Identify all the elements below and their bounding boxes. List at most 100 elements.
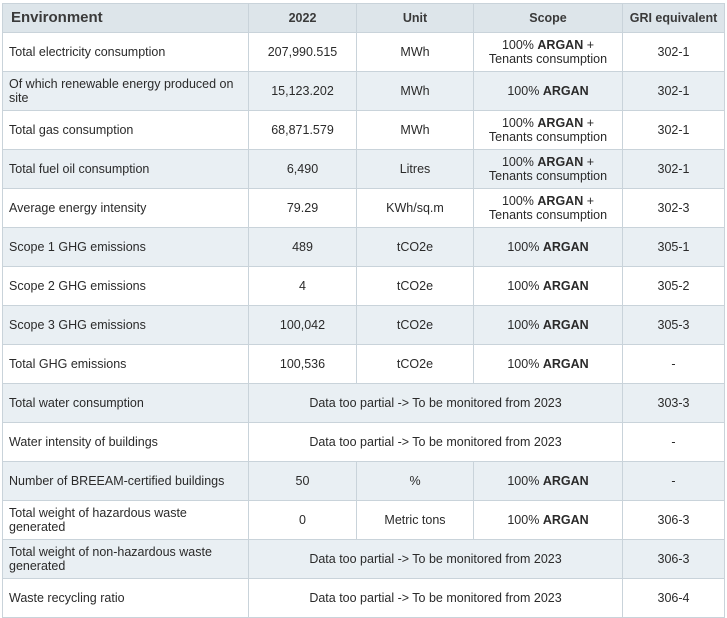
row-merged-note: Data too partial -> To be monitored from… [248, 422, 623, 462]
scope-plus: + [586, 38, 595, 52]
row-gri: 305-2 [622, 266, 725, 306]
scope-percent: 100% [501, 116, 534, 130]
row-value: 4 [248, 266, 357, 306]
scope-brand: ARGAN [542, 357, 589, 371]
table-row: Scope 3 GHG emissions 100,042 tCO2e 100% AR… [2, 305, 725, 345]
header-year: 2022 [248, 3, 357, 33]
scope-plus: + [586, 116, 595, 130]
table-row: Average energy intensity 79.29 KWh/sq.m 100… [2, 188, 725, 228]
header-row: Environment 2022 Unit Scope GRI equivale… [2, 3, 725, 33]
row-gri: - [622, 344, 725, 384]
row-unit: tCO2e [356, 266, 474, 306]
row-value: 100,536 [248, 344, 357, 384]
scope-brand: ARGAN [537, 194, 584, 208]
row-value: 68,871.579 [248, 110, 357, 150]
row-gri: 302-1 [622, 32, 725, 72]
row-gri: 306-3 [622, 500, 725, 540]
scope-percent: 100% [501, 194, 534, 208]
table-body: Total electricity consumption 207,990.515… [2, 32, 725, 618]
table-row: Total gas consumption 68,871.579 MWh 100% A… [2, 110, 725, 150]
row-scope: 100% ARGAN [473, 71, 623, 111]
row-scope: 100% ARGAN [473, 461, 623, 501]
scope-brand: ARGAN [542, 240, 589, 254]
scope-percent: 100% [501, 38, 534, 52]
row-value: 207,990.515 [248, 32, 357, 72]
row-label: Number of BREEAM-certified buildings [2, 461, 249, 501]
row-label: Of which renewable energy produced on si… [2, 71, 249, 111]
row-label: Waste recycling ratio [2, 578, 249, 618]
row-label: Total weight of hazardous waste generate… [2, 500, 249, 540]
row-merged-note: Data too partial -> To be monitored from… [248, 383, 623, 423]
row-gri: 302-3 [622, 188, 725, 228]
row-gri: 305-3 [622, 305, 725, 345]
row-unit: MWh [356, 110, 474, 150]
row-unit: tCO2e [356, 305, 474, 345]
row-unit: tCO2e [356, 344, 474, 384]
row-unit: % [356, 461, 474, 501]
row-unit: MWh [356, 71, 474, 111]
table-row: Waste recycling ratio Data too partial ->… [2, 578, 725, 618]
table-row: Total water consumption Data too partial … [2, 383, 725, 423]
scope-percent: 100% [507, 84, 540, 98]
scope-tenants: Tenants consumption [488, 208, 608, 222]
row-scope: 100% ARGAN [473, 344, 623, 384]
row-label: Scope 2 GHG emissions [2, 266, 249, 306]
table-row: Scope 2 GHG emissions 4 tCO2e 100% ARGAN 305… [2, 266, 725, 306]
row-value: 0 [248, 500, 357, 540]
row-gri: 302-1 [622, 110, 725, 150]
scope-brand: ARGAN [542, 474, 589, 488]
row-unit: Litres [356, 149, 474, 189]
scope-brand: ARGAN [542, 84, 589, 98]
row-scope: 100% ARGAN [473, 305, 623, 345]
scope-tenants: Tenants consumption [488, 52, 608, 66]
row-unit: Metric tons [356, 500, 474, 540]
row-gri: 302-1 [622, 149, 725, 189]
row-scope: 100% ARGAN + Tenants consumption [473, 32, 623, 72]
table-row: Total GHG emissions 100,536 tCO2e 100% ARGA… [2, 344, 725, 384]
scope-brand: ARGAN [542, 318, 589, 332]
row-gri: 305-1 [622, 227, 725, 267]
row-merged-note: Data too partial -> To be monitored from… [248, 539, 623, 579]
row-label: Total fuel oil consumption [2, 149, 249, 189]
row-value: 489 [248, 227, 357, 267]
row-gri: 302-1 [622, 71, 725, 111]
table-row: Of which renewable energy produced on si… [2, 71, 725, 111]
row-label: Total GHG emissions [2, 344, 249, 384]
header-environment: Environment [2, 3, 249, 33]
table-row: Number of BREEAM-certified buildings 50% 1… [2, 461, 725, 501]
row-scope: 100% ARGAN + Tenants consumption [473, 188, 623, 228]
row-unit: MWh [356, 32, 474, 72]
row-gri: 306-4 [622, 578, 725, 618]
table-row: Total fuel oil consumption 6,490 Litres 100… [2, 149, 725, 189]
scope-brand: ARGAN [542, 513, 589, 527]
header-gri: GRI equivalent [622, 3, 725, 33]
scope-brand: ARGAN [542, 279, 589, 293]
row-unit: tCO2e [356, 227, 474, 267]
row-value: 15,123.202 [248, 71, 357, 111]
row-label: Total electricity consumption [2, 32, 249, 72]
row-gri: - [622, 422, 725, 462]
row-label: Total water consumption [2, 383, 249, 423]
row-label: Scope 1 GHG emissions [2, 227, 249, 267]
table-row: Total weight of hazardous waste generate… [2, 500, 725, 540]
row-label: Average energy intensity [2, 188, 249, 228]
row-value: 100,042 [248, 305, 357, 345]
scope-percent: 100% [507, 318, 540, 332]
scope-percent: 100% [507, 357, 540, 371]
environment-table: Environment 2022 Unit Scope GRI equivale… [2, 3, 725, 618]
scope-brand: ARGAN [537, 116, 584, 130]
row-scope: 100% ARGAN + Tenants consumption [473, 149, 623, 189]
row-gri: 303-3 [622, 383, 725, 423]
header-scope: Scope [473, 3, 623, 33]
row-unit: KWh/sq.m [356, 188, 474, 228]
table-row: Total electricity consumption 207,990.515… [2, 32, 725, 72]
row-scope: 100% ARGAN [473, 500, 623, 540]
scope-percent: 100% [501, 155, 534, 169]
header-unit: Unit [356, 3, 474, 33]
row-gri: 306-3 [622, 539, 725, 579]
scope-brand: ARGAN [537, 155, 584, 169]
scope-percent: 100% [507, 240, 540, 254]
row-value: 6,490 [248, 149, 357, 189]
row-gri: - [622, 461, 725, 501]
scope-percent: 100% [507, 279, 540, 293]
